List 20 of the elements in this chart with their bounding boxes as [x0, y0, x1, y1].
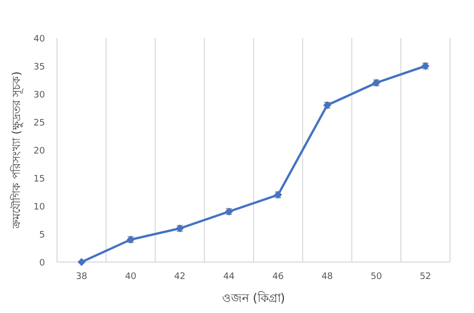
y-tick-label: 0: [39, 258, 46, 268]
y-tick-label: 10: [34, 202, 46, 212]
x-tick-label: 52: [420, 272, 432, 282]
x-tick-label: 46: [272, 272, 284, 282]
y-axis-title: ক্রমযৌগিক পরিসংখ্যা (ক্ষুদ্রতর সূচক): [10, 71, 23, 230]
y-tick-label: 20: [34, 146, 46, 156]
y-tick-label: 40: [34, 34, 46, 44]
x-tick-label: 44: [223, 272, 235, 282]
x-tick-label: 48: [321, 272, 334, 282]
point: [78, 258, 86, 266]
y-tick-label: 15: [34, 174, 45, 184]
y-tick-label: 30: [34, 90, 46, 100]
x-tick-label: 38: [76, 272, 88, 282]
x-tick-label: 42: [174, 272, 186, 282]
y-tick-label: 5: [39, 230, 45, 240]
x-tick-label: 40: [124, 272, 137, 282]
y-tick-label: 35: [34, 62, 45, 72]
y-tick-label: 25: [34, 118, 45, 128]
x-axis-title: ওজন (কিগ্রা): [222, 291, 286, 305]
x-tick-label: 50: [370, 272, 382, 282]
